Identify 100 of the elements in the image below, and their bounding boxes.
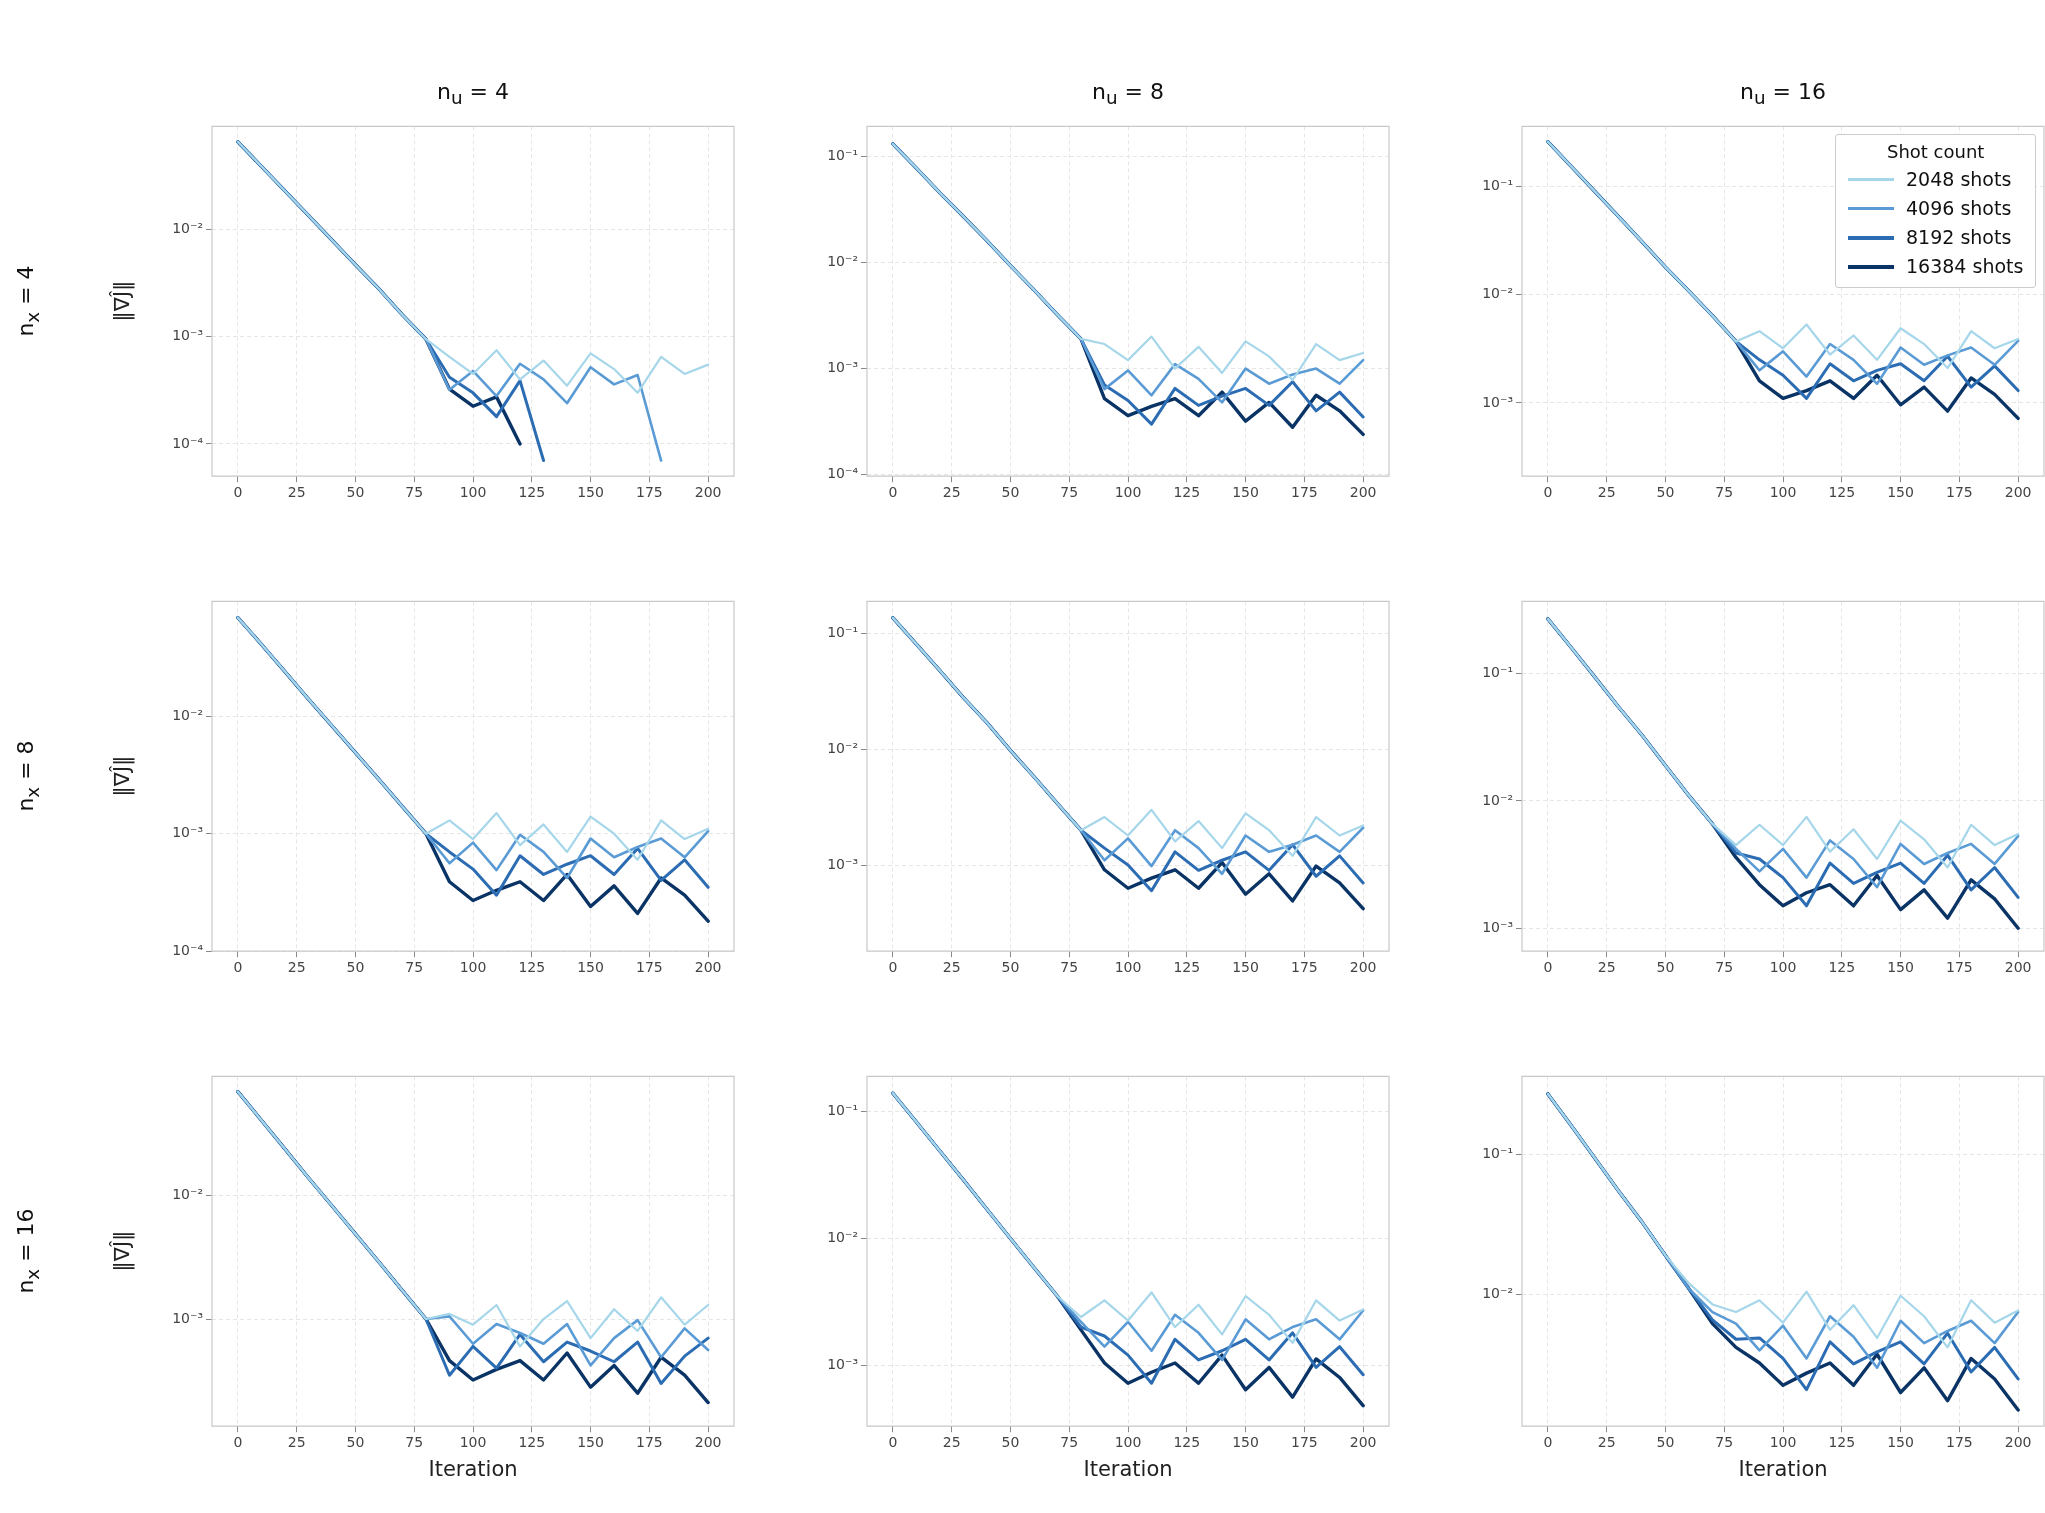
y-tick-label: 10⁻¹ bbox=[1482, 1145, 1513, 1162]
x-tick-label: 0 bbox=[1543, 484, 1553, 501]
chart-title: n$_{u}$ = 4 bbox=[437, 79, 509, 109]
legend-label: 8192 shots bbox=[1906, 225, 2012, 251]
x-tick-label: 0 bbox=[233, 959, 243, 976]
y-tick-label: 10⁻⁴ bbox=[172, 434, 204, 451]
x-tick-label: 75 bbox=[405, 484, 424, 501]
x-tick-label: 75 bbox=[1715, 959, 1734, 976]
x-tick-label: 150 bbox=[1887, 1434, 1914, 1451]
x-tick-label: 25 bbox=[942, 484, 961, 501]
x-tick-label: 50 bbox=[1656, 959, 1675, 976]
y-tick-label: 10⁻² bbox=[827, 252, 858, 269]
y-tick-label: 10⁻² bbox=[172, 706, 203, 723]
x-tick-label: 25 bbox=[942, 1434, 961, 1451]
x-tick-label: 50 bbox=[346, 484, 365, 501]
x-tick-label: 150 bbox=[1232, 484, 1259, 501]
y-tick-label: 10⁻³ bbox=[827, 1355, 858, 1372]
y-tick-label: 10⁻² bbox=[1482, 285, 1513, 302]
x-tick-label: 75 bbox=[405, 1434, 424, 1451]
x-tick-label: 75 bbox=[1715, 484, 1734, 501]
y-tick-label: 10⁻³ bbox=[172, 824, 203, 841]
legend-title: Shot count bbox=[1886, 141, 1986, 163]
x-tick-label: 100 bbox=[1114, 1434, 1142, 1451]
x-tick-label: 50 bbox=[1656, 484, 1675, 501]
x-tick-label: 75 bbox=[405, 959, 424, 976]
x-tick-label: 125 bbox=[518, 484, 546, 501]
x-tick-label: 150 bbox=[1887, 484, 1914, 501]
x-tick-label: 100 bbox=[459, 1434, 487, 1451]
x-tick-label: 200 bbox=[2004, 959, 2032, 976]
y-tick-label: 10⁻² bbox=[827, 1229, 858, 1246]
y-axis-title: ‖∇Ĵ‖ bbox=[110, 1230, 134, 1272]
x-tick-label: 50 bbox=[1001, 1434, 1020, 1451]
legend-label: 2048 shots bbox=[1906, 167, 2012, 193]
x-tick-label: 125 bbox=[1173, 1434, 1201, 1451]
y-tick-label: 10⁻³ bbox=[827, 855, 858, 872]
x-tick-label: 150 bbox=[1232, 959, 1259, 976]
x-tick-label: 150 bbox=[577, 484, 604, 501]
x-tick-label: 25 bbox=[1597, 484, 1616, 501]
x-tick-label: 175 bbox=[1290, 484, 1318, 501]
x-tick-label: 200 bbox=[2004, 1434, 2032, 1451]
x-tick-label: 25 bbox=[942, 959, 961, 976]
x-tick-label: 25 bbox=[287, 1434, 306, 1451]
x-tick-label: 150 bbox=[577, 959, 604, 976]
y-tick-label: 10⁻¹ bbox=[827, 624, 858, 641]
x-tick-label: 175 bbox=[635, 484, 663, 501]
y-tick-label: 10⁻¹ bbox=[1482, 664, 1513, 681]
x-tick-label: 25 bbox=[287, 484, 306, 501]
x-tick-label: 125 bbox=[1173, 959, 1201, 976]
x-tick-label: 150 bbox=[1232, 1434, 1259, 1451]
x-tick-label: 175 bbox=[1945, 484, 1973, 501]
x-tick-label: 150 bbox=[577, 1434, 604, 1451]
y-tick-label: 10⁻⁴ bbox=[172, 941, 204, 958]
x-tick-label: 25 bbox=[287, 959, 306, 976]
y-tick-label: 10⁻³ bbox=[1482, 918, 1513, 935]
y-tick-label: 10⁻² bbox=[172, 220, 203, 237]
y-tick-label: 10⁻¹ bbox=[827, 146, 858, 163]
legend-label: 16384 shots bbox=[1906, 254, 2024, 280]
y-tick-label: 10⁻² bbox=[172, 1186, 203, 1203]
y-tick-label: 10⁻³ bbox=[172, 327, 203, 344]
legend-label: 4096 shots bbox=[1906, 196, 2012, 222]
x-tick-label: 200 bbox=[1349, 484, 1377, 501]
y-tick-label: 10⁻³ bbox=[827, 359, 858, 376]
x-tick-label: 50 bbox=[1001, 959, 1020, 976]
x-tick-label: 50 bbox=[1656, 1434, 1675, 1451]
x-tick-label: 75 bbox=[1060, 1434, 1079, 1451]
x-tick-label: 100 bbox=[1114, 484, 1142, 501]
y-tick-label: 10⁻¹ bbox=[1482, 177, 1513, 194]
x-tick-label: 50 bbox=[346, 1434, 365, 1451]
x-tick-label: 175 bbox=[1290, 1434, 1318, 1451]
x-tick-label: 0 bbox=[888, 484, 898, 501]
chart-title: n$_{u}$ = 16 bbox=[1740, 79, 1826, 109]
x-tick-label: 100 bbox=[1769, 1434, 1797, 1451]
x-tick-label: 100 bbox=[1769, 959, 1797, 976]
x-tick-label: 125 bbox=[518, 1434, 546, 1451]
x-tick-label: 0 bbox=[1543, 1434, 1553, 1451]
x-tick-label: 75 bbox=[1715, 1434, 1734, 1451]
y-axis-title: ‖∇Ĵ‖ bbox=[110, 280, 134, 322]
x-tick-label: 175 bbox=[1290, 959, 1318, 976]
x-axis-title: Iteration bbox=[1083, 1457, 1173, 1481]
x-tick-label: 100 bbox=[1114, 959, 1142, 976]
x-tick-label: 75 bbox=[1060, 959, 1079, 976]
x-tick-label: 175 bbox=[1945, 1434, 1973, 1451]
y-tick-label: 10⁻¹ bbox=[827, 1102, 858, 1119]
x-tick-label: 100 bbox=[459, 484, 487, 501]
x-tick-label: 175 bbox=[635, 959, 663, 976]
x-tick-label: 175 bbox=[635, 1434, 663, 1451]
x-tick-label: 50 bbox=[1001, 484, 1020, 501]
x-tick-label: 125 bbox=[518, 959, 546, 976]
y-tick-label: 10⁻² bbox=[1482, 1285, 1513, 1302]
x-tick-label: 0 bbox=[888, 959, 898, 976]
x-tick-label: 200 bbox=[694, 959, 722, 976]
y-tick-label: 10⁻² bbox=[827, 739, 858, 756]
y-tick-label: 10⁻² bbox=[1482, 791, 1513, 808]
x-axis-title: Iteration bbox=[428, 1457, 518, 1481]
x-tick-label: 100 bbox=[459, 959, 487, 976]
x-tick-label: 200 bbox=[1349, 959, 1377, 976]
y-tick-label: 10⁻³ bbox=[1482, 393, 1513, 410]
x-tick-label: 200 bbox=[694, 484, 722, 501]
x-axis-title: Iteration bbox=[1738, 1457, 1828, 1481]
x-tick-label: 125 bbox=[1828, 484, 1856, 501]
